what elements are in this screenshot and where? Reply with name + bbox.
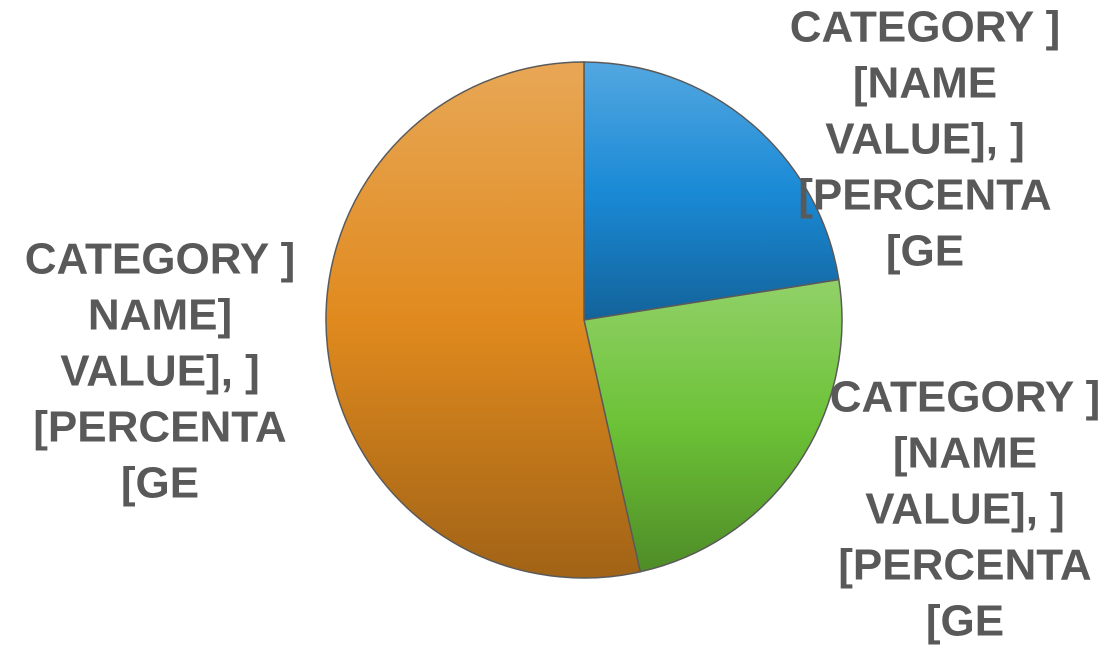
- pie-slice: [583, 278, 843, 573]
- data-label: VALUE], ]: [60, 347, 260, 396]
- data-label: [PERCENTA: [33, 403, 286, 452]
- data-label: VALUE], ]: [825, 115, 1025, 164]
- data-label: [NAME: [853, 59, 997, 108]
- data-label: CATEGORY ]: [830, 373, 1101, 422]
- data-label: CATEGORY ]: [25, 235, 296, 284]
- pie-slice: [583, 61, 840, 321]
- data-label: VALUE], ]: [865, 485, 1065, 534]
- data-label: [GE: [926, 597, 1004, 645]
- data-label: [NAME: [893, 429, 1037, 478]
- data-label: [PERCENTA: [838, 541, 1091, 590]
- data-label: [GE: [121, 459, 199, 508]
- data-label: CATEGORY ]: [790, 3, 1061, 52]
- data-label: NAME]: [88, 291, 232, 340]
- data-label: [PERCENTA: [798, 171, 1051, 220]
- data-label: [GE: [886, 227, 964, 276]
- pie-slice: [325, 61, 642, 579]
